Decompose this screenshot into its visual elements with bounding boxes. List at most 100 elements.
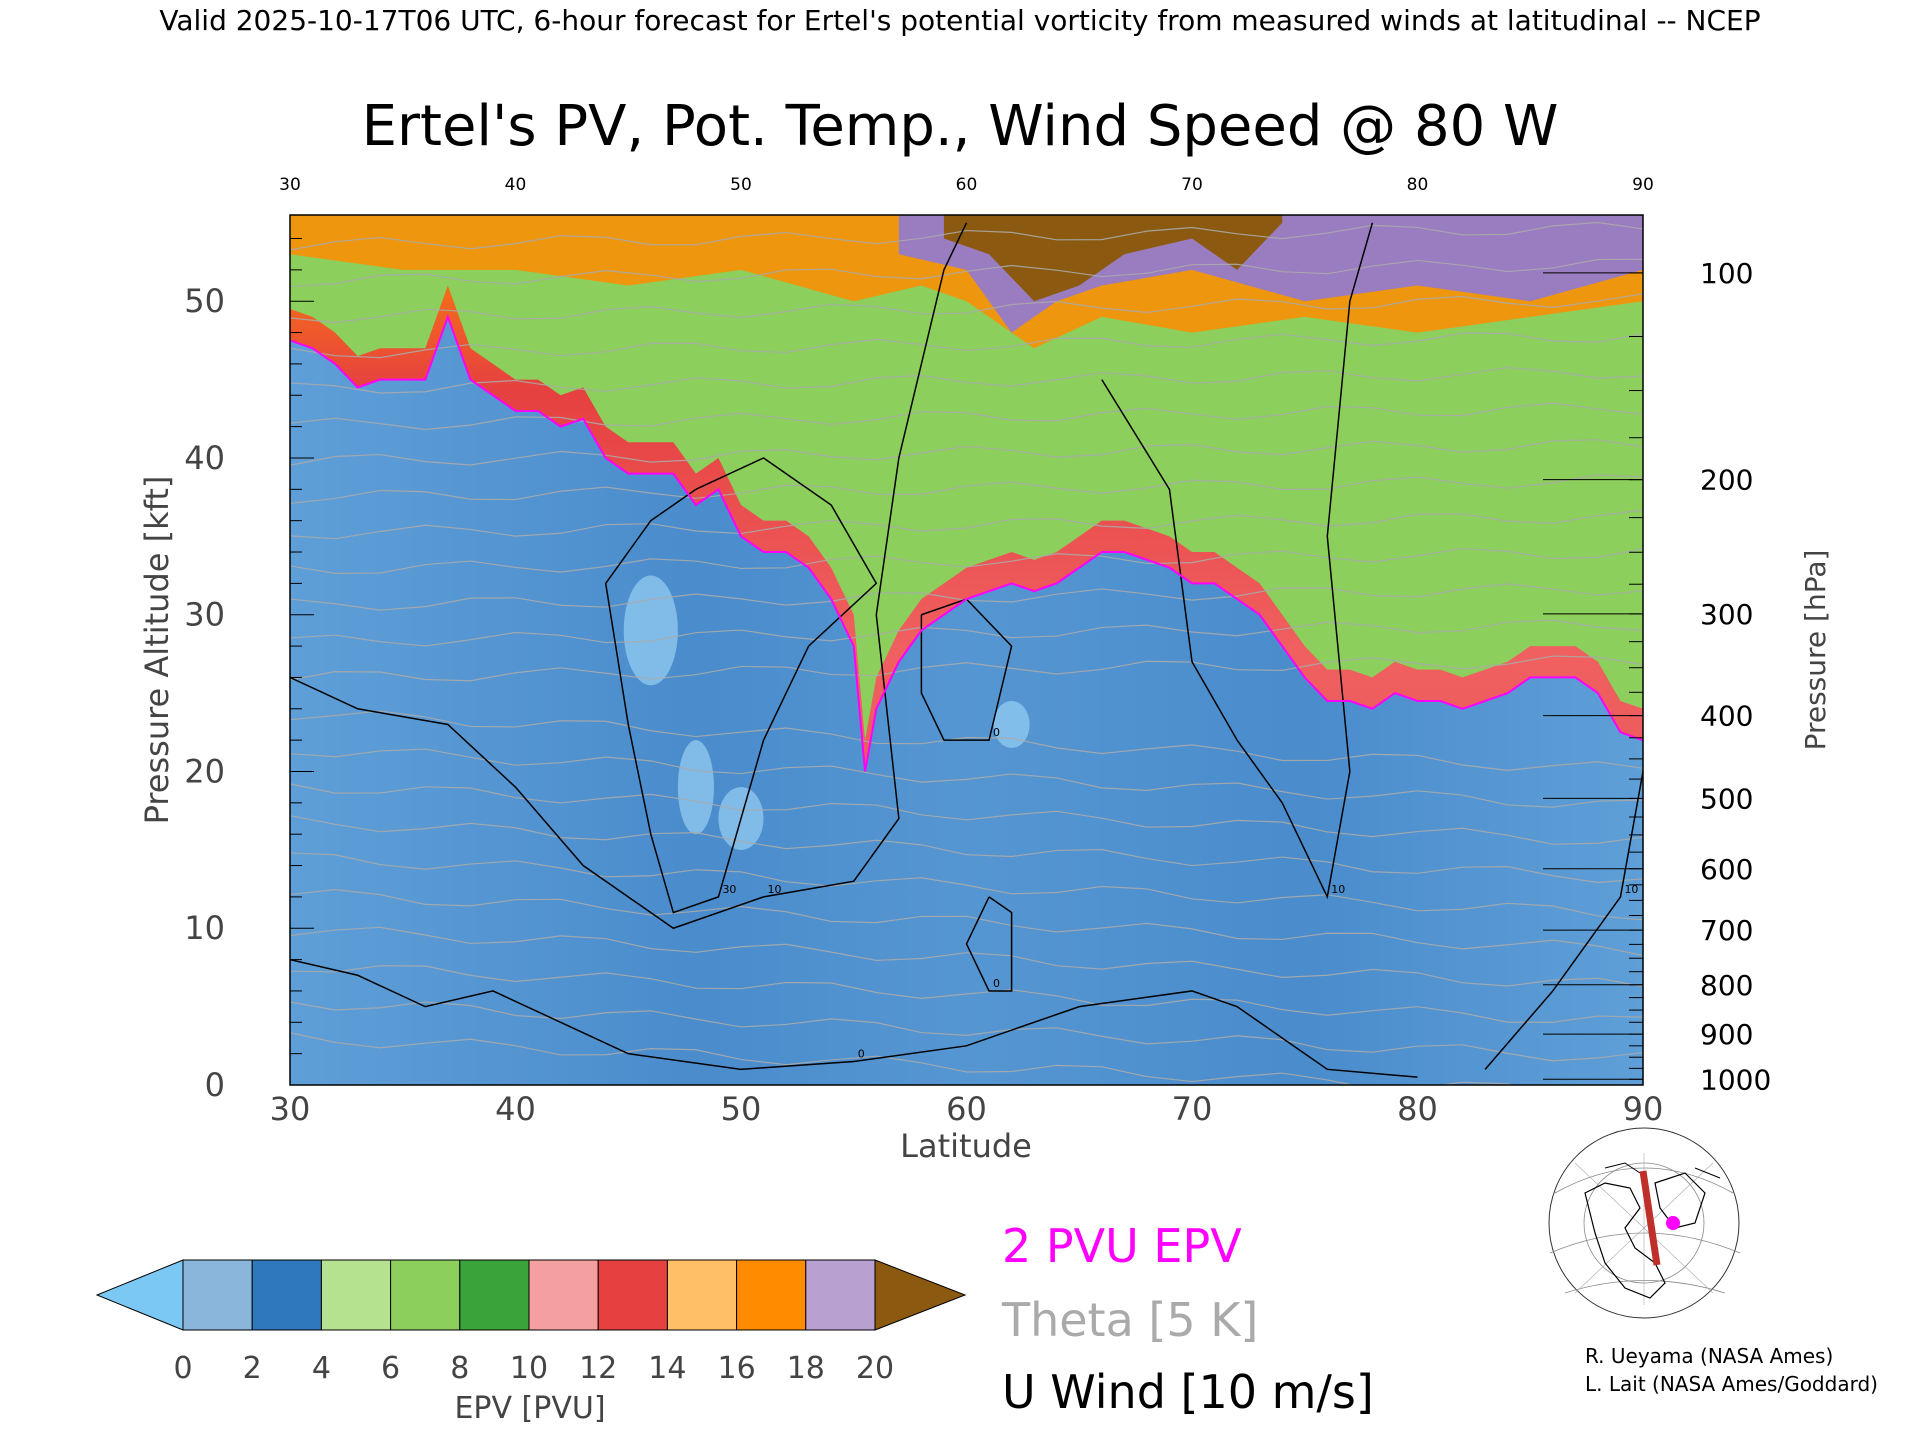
theta-isentrope bbox=[290, 889, 1643, 957]
colorbar-segment bbox=[528, 1259, 599, 1331]
u-wind-contour bbox=[965, 896, 1013, 992]
u-wind-contour-label: 10 bbox=[1331, 883, 1345, 896]
colorbar-tick-label: 18 bbox=[787, 1351, 825, 1386]
theta-isentrope bbox=[290, 655, 1643, 682]
colorbar-tick-label: 10 bbox=[510, 1351, 548, 1386]
x-tick-label: 40 bbox=[495, 1090, 536, 1128]
theta-isentrope bbox=[290, 547, 1643, 574]
pressure-tick-label: 400 bbox=[1700, 700, 1753, 733]
colorbar-high-arrow bbox=[874, 1259, 967, 1331]
legend-theta: Theta [5 K] bbox=[1001, 1293, 1258, 1347]
colorbar-low-arrow bbox=[95, 1259, 184, 1331]
colorbar-segment bbox=[251, 1259, 322, 1331]
pv-band-brown bbox=[943, 215, 1283, 302]
u-wind-contour bbox=[290, 222, 968, 930]
x-tick-label: 90 bbox=[1623, 1090, 1664, 1128]
u-wind-contour-label: 0 bbox=[993, 977, 1000, 990]
theta-isentrope bbox=[290, 258, 1643, 288]
theta-isentrope bbox=[290, 221, 1643, 251]
plot-area: 30 10 10 0 0 0 10 bbox=[290, 215, 1643, 1085]
header-text: Valid 2025-10-17T06 UTC, 6-hour forecast… bbox=[159, 4, 1760, 37]
low-pv-pocket bbox=[677, 740, 714, 835]
u-wind-contour-label: 0 bbox=[858, 1047, 865, 1060]
y-tick-label: 10 bbox=[184, 909, 225, 947]
theta-isentrope bbox=[290, 332, 1643, 359]
y-tick-label: 20 bbox=[184, 752, 225, 790]
u-wind-contour bbox=[290, 958, 1418, 1078]
pressure-tick-label: 900 bbox=[1700, 1018, 1753, 1051]
y-ticks-left: 0 10 20 30 40 50 bbox=[184, 238, 314, 1104]
y-tick-label: 30 bbox=[184, 596, 225, 634]
map-marker-icon bbox=[1666, 1216, 1680, 1230]
pv-band-midgreen bbox=[290, 215, 1643, 741]
colorbar-tick-label: 0 bbox=[173, 1351, 192, 1386]
colorbar-tick-label: 14 bbox=[648, 1351, 686, 1386]
colorbar-tick-label: 4 bbox=[312, 1351, 331, 1386]
pressure-tick-label: 200 bbox=[1700, 464, 1753, 497]
colorbar bbox=[95, 1259, 967, 1331]
theta-isentrope bbox=[290, 1001, 1643, 1062]
x-tick-label-top: 40 bbox=[505, 175, 527, 195]
theta-isentrope bbox=[290, 439, 1643, 466]
credit-line-2: L. Lait (NASA Ames/Goddard) bbox=[1585, 1372, 1878, 1396]
theta-isentrope bbox=[290, 366, 1643, 394]
y-axis-label-left: Pressure Altitude [kft] bbox=[138, 476, 176, 825]
x-tick-label: 50 bbox=[721, 1090, 762, 1128]
u-wind-contour bbox=[604, 457, 878, 914]
pressure-ticks-right: 100 200 300 400 500 600 700 800 900 1000 bbox=[1543, 257, 1771, 1096]
pressure-tick-label: 800 bbox=[1700, 969, 1753, 1002]
y-tick-label: 50 bbox=[184, 282, 225, 320]
theta-isentrope bbox=[290, 852, 1643, 921]
low-pv-pocket bbox=[993, 700, 1030, 748]
u-wind-contour bbox=[1484, 771, 1643, 1070]
x-tick-label: 60 bbox=[946, 1090, 987, 1128]
x-tick-label: 30 bbox=[270, 1090, 311, 1128]
pressure-tick-label: 600 bbox=[1700, 853, 1753, 886]
colorbar-ticks: 0 2 4 6 8 10 12 14 16 18 20 bbox=[173, 1351, 894, 1386]
u-wind-contour-label: 0 bbox=[993, 726, 1000, 739]
y-tick-label: 0 bbox=[205, 1066, 225, 1104]
colorbar-segment bbox=[597, 1259, 668, 1331]
theta-isentrope bbox=[290, 965, 1643, 1023]
x-tick-label-top: 90 bbox=[1632, 175, 1654, 195]
pressure-tick-label: 700 bbox=[1700, 914, 1753, 947]
theta-isentrope bbox=[290, 293, 1643, 324]
pressure-tick-label: 100 bbox=[1700, 257, 1753, 290]
theta-isentrope bbox=[290, 474, 1643, 504]
low-pv-pocket bbox=[623, 575, 678, 686]
theta-isentrope bbox=[290, 815, 1643, 884]
colorbar-tick-label: 8 bbox=[450, 1351, 469, 1386]
theta-isentrope bbox=[290, 710, 1643, 771]
colorbar-segment bbox=[736, 1259, 807, 1331]
x-tick-label-top: 80 bbox=[1407, 175, 1429, 195]
u-wind-contour-label: 10 bbox=[768, 883, 782, 896]
theta-isentrope bbox=[290, 748, 1643, 808]
colorbar-segment bbox=[666, 1259, 738, 1331]
theta-isentrope bbox=[290, 926, 1643, 988]
colorbar-segment bbox=[805, 1259, 876, 1331]
theta-isentrope bbox=[290, 619, 1643, 647]
u-wind-contour-label: 30 bbox=[722, 883, 736, 896]
colorbar-segment bbox=[182, 1259, 253, 1331]
colorbar-label: EPV [PVU] bbox=[454, 1391, 605, 1426]
pressure-tick-label: 300 bbox=[1700, 598, 1753, 631]
x-tick-label-top: 30 bbox=[279, 175, 301, 195]
colorbar-segment bbox=[320, 1259, 392, 1331]
colorbar-tick-label: 12 bbox=[579, 1351, 617, 1386]
colorbar-tick-label: 2 bbox=[243, 1351, 262, 1386]
legend-u-wind: U Wind [10 m/s] bbox=[1002, 1365, 1374, 1419]
troposphere-field bbox=[290, 316, 1643, 1085]
u-wind-contour-label: 10 bbox=[1624, 883, 1638, 896]
x-ticks-top: 30 40 50 60 70 80 90 bbox=[279, 175, 1654, 195]
pressure-tick-label: 1000 bbox=[1700, 1063, 1771, 1096]
theta-isentrope bbox=[290, 509, 1643, 540]
colorbar-segment bbox=[390, 1259, 461, 1331]
location-map bbox=[1545, 1127, 1743, 1319]
theta-isentrope bbox=[290, 783, 1643, 845]
theta-isentrope bbox=[290, 402, 1643, 431]
x-ticks-bottom: 30 40 50 60 70 80 90 bbox=[270, 1090, 1664, 1128]
theta-isentrope bbox=[290, 1032, 1516, 1085]
legend-2pvu: 2 PVU EPV bbox=[1002, 1219, 1242, 1273]
y-tick-label: 40 bbox=[184, 439, 225, 477]
